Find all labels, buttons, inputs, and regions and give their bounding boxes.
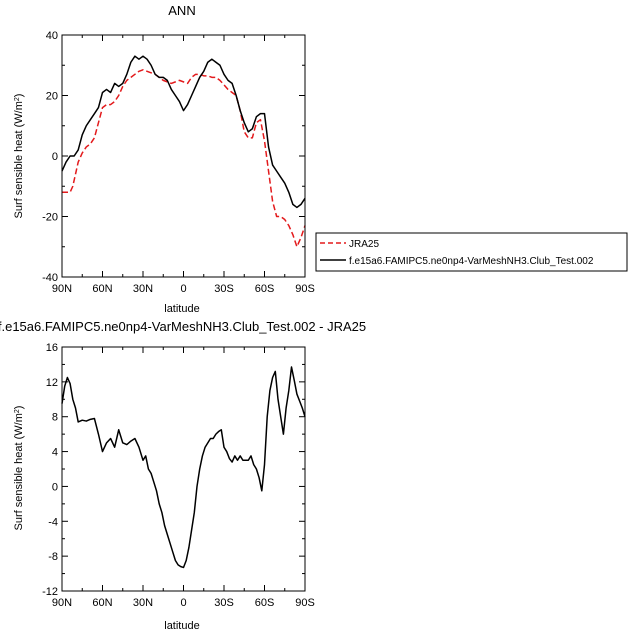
x-tick-label: 60S [255, 597, 275, 609]
x-tick-label: 30N [133, 597, 153, 609]
legend-label-jra25: JRA25 [349, 239, 379, 250]
x-tick-label: 0 [180, 597, 186, 609]
legend-box [315, 232, 628, 272]
y-tick-label: -20 [42, 212, 58, 224]
chart-bottom: f.e15a6.FAMIPC5.ne0np4-VarMeshNH3.Club_T… [0, 319, 366, 632]
chart-top-y-axis-label: Surf sensible heat (W/m2) [13, 94, 25, 219]
chart-top: ANN 90N 60N 30N 0 30S 60S 90S -40 -20 0 20 40 latit… [13, 3, 628, 315]
chart-top-x-axis-label: latitude [164, 303, 199, 315]
x-tick-label: 30S [214, 597, 234, 609]
x-tick-label: 90N [52, 283, 72, 295]
plot-frame [61, 346, 306, 592]
x-tick-label: 60S [255, 283, 275, 295]
y-tick-label: 16 [46, 342, 58, 354]
y-tick-label: 12 [46, 377, 58, 389]
y-tick-label: -40 [42, 272, 58, 284]
x-tick-label: 30N [133, 283, 153, 295]
series-line-1 [61, 366, 306, 569]
chart-top-plot-area: 90N 60N 30N 0 30S 60S 90S -40 -20 0 20 40 [42, 30, 315, 295]
chart-bottom-y-axis-label: Surf sensible heat (W/m2) [13, 406, 25, 531]
chart-bottom-x-axis-label: latitude [164, 620, 199, 632]
chart-top-legend: JRA25 f.e15a6.FAMIPC5.ne0np4-VarMeshNH3.… [315, 232, 628, 272]
y-tick-label: 0 [52, 151, 58, 163]
x-tick-label: 90S [295, 283, 315, 295]
y-tick-label: 4 [52, 447, 58, 459]
y-tick-label: 40 [46, 30, 58, 42]
chart-bottom-plot-area: 90N 60N 30N 0 30S 60S 90S -12 -8 -4 0 4 8 12 16 [42, 342, 315, 609]
chart-bottom-title: f.e15a6.FAMIPC5.ne0np4-VarMeshNH3.Club_T… [0, 319, 366, 334]
x-tick-label: 90N [52, 597, 72, 609]
y-tick-label: 20 [46, 91, 58, 103]
y-tick-label: -4 [48, 516, 58, 528]
chart-top-title: ANN [168, 3, 195, 18]
plot-frame [61, 34, 306, 278]
legend-label-model: f.e15a6.FAMIPC5.ne0np4-VarMeshNH3.Club_T… [349, 256, 594, 267]
x-tick-label: 60N [92, 597, 112, 609]
series-line-2 [61, 55, 306, 209]
x-tick-label: 90S [295, 597, 315, 609]
y-tick-label: 8 [52, 412, 58, 424]
series-line-1 [62, 69, 306, 248]
x-tick-label: 0 [180, 283, 186, 295]
x-tick-label: 60N [92, 283, 112, 295]
y-tick-label: 0 [52, 481, 58, 493]
y-tick-label: -8 [48, 551, 58, 563]
y-tick-label: -12 [42, 586, 58, 598]
x-tick-label: 30S [214, 283, 234, 295]
